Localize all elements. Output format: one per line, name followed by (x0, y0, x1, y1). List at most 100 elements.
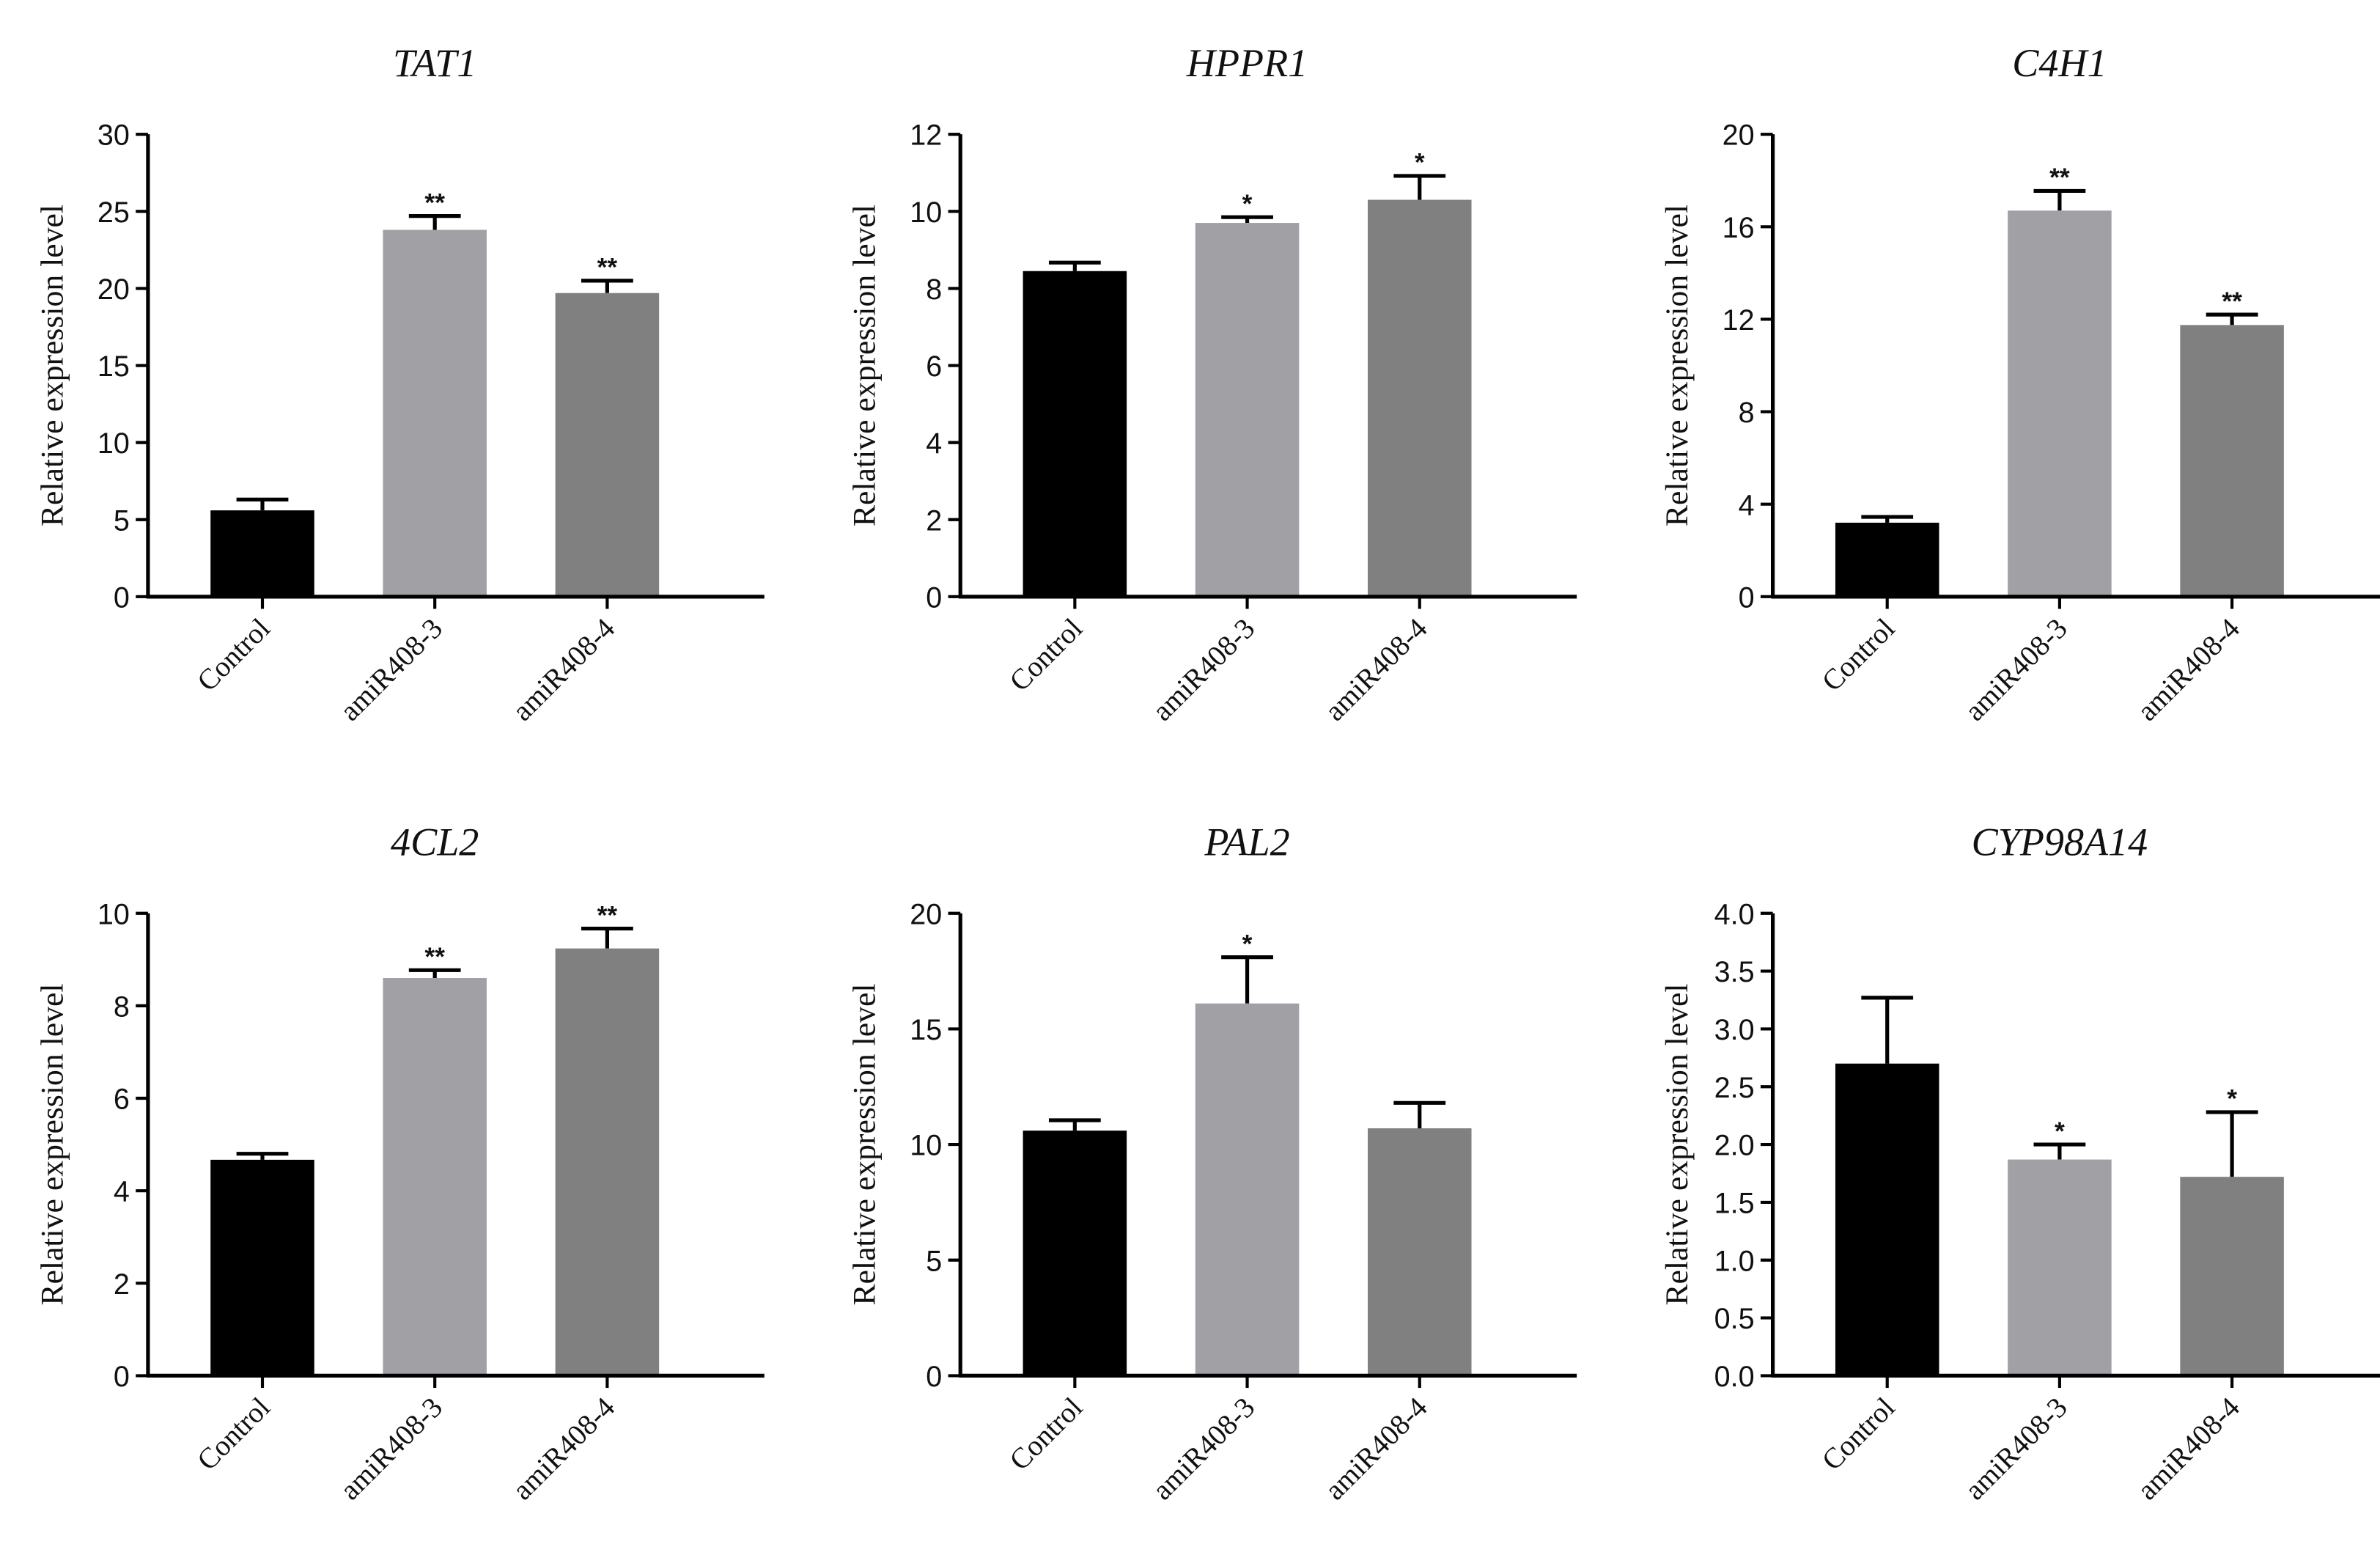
y-tick-label: 20 (1723, 120, 1755, 152)
bar-control (1023, 1131, 1127, 1376)
significance-marker: ** (2049, 163, 2070, 192)
significance-marker: * (1242, 190, 1253, 218)
significance-marker: * (2055, 1117, 2065, 1146)
significance-marker: ** (424, 188, 445, 217)
y-tick-label: 0 (114, 1361, 130, 1393)
y-tick-label: 2 (114, 1268, 130, 1301)
y-tick-label: 6 (926, 350, 942, 383)
y-tick-label: 8 (114, 990, 130, 1023)
bar-amir408-4 (555, 293, 660, 597)
significance-marker: * (2227, 1085, 2237, 1114)
y-tick-label: 0.5 (1714, 1303, 1755, 1335)
x-tick-label: Control (1003, 1391, 1089, 1477)
y-tick-label: 1.0 (1714, 1245, 1755, 1277)
chart-panel-cyp98a14: CYP98A14 Relative expression level Control… (1659, 820, 2380, 1506)
bar-amir408-4 (555, 948, 660, 1376)
x-tick-label: amiR408-4 (506, 1391, 621, 1506)
y-tick-label: 10 (97, 427, 130, 460)
y-axis-label: Relative expression level (847, 983, 883, 1305)
y-tick-label: 0 (114, 581, 130, 614)
x-tick-label: amiR408-4 (1319, 612, 1434, 727)
y-axis-label: Relative expression level (1659, 205, 1695, 526)
y-tick-label: 15 (97, 350, 130, 383)
significance-marker: * (1415, 149, 1425, 177)
bar-amir408-4 (2180, 325, 2284, 597)
y-tick-label: 15 (910, 1014, 942, 1046)
x-tick-label: amiR408-4 (506, 612, 621, 727)
bar-amir408-3 (383, 978, 487, 1376)
y-tick-label: 10 (910, 1130, 942, 1162)
chart-panel-4cl2: 4CL2 Relative expression level Control ** am… (34, 820, 765, 1506)
x-tick-label: amiR408-3 (1146, 1391, 1261, 1506)
chart-panel-tat1: TAT1 Relative expression level Control ** am… (34, 41, 765, 727)
chart-title: CYP98A14 (1972, 820, 2148, 864)
chart-panel-hppr1: HPPR1 Relative expression level Control * am… (847, 41, 1577, 727)
y-tick-label: 8 (1739, 397, 1755, 429)
chart-title: TAT1 (393, 41, 476, 85)
y-tick-label: 0 (926, 581, 942, 614)
y-axis-label: Relative expression level (34, 983, 70, 1305)
y-tick-label: 4 (114, 1176, 130, 1208)
bar-amir408-3 (1195, 223, 1300, 597)
x-tick-label: Control (1816, 1391, 1901, 1477)
x-tick-label: amiR408-4 (2131, 1391, 2246, 1506)
x-tick-label: Control (1003, 612, 1089, 698)
bar-amir408-3 (383, 229, 487, 597)
y-tick-label: 2.5 (1714, 1072, 1755, 1104)
y-tick-label: 25 (97, 196, 130, 229)
y-tick-label: 16 (1723, 212, 1755, 244)
x-tick-label: amiR408-4 (1319, 1391, 1434, 1506)
y-tick-label: 10 (97, 898, 130, 930)
y-tick-label: 4 (1739, 489, 1755, 521)
y-tick-label: 2 (926, 504, 942, 537)
bar-control (210, 1159, 314, 1376)
significance-marker: ** (2222, 287, 2242, 316)
chart-panel-c4h1: C4H1 Relative expression level Control ** am… (1659, 41, 2380, 727)
y-tick-label: 30 (97, 120, 130, 152)
bar-control (210, 510, 314, 597)
x-tick-label: amiR408-3 (1959, 612, 2074, 727)
bar-amir408-3 (2008, 210, 2112, 597)
bar-amir408-3 (1195, 1003, 1300, 1376)
y-tick-label: 0.0 (1714, 1361, 1755, 1393)
y-tick-label: 5 (926, 1245, 942, 1277)
chart-title: PAL2 (1204, 820, 1289, 864)
y-axis-label: Relative expression level (1659, 983, 1695, 1305)
x-tick-label: amiR408-3 (334, 612, 449, 727)
y-tick-label: 2.0 (1714, 1130, 1755, 1162)
y-tick-label: 4 (926, 427, 942, 460)
y-tick-label: 20 (97, 273, 130, 306)
bar-amir408-3 (2008, 1159, 2112, 1376)
significance-marker: ** (424, 943, 445, 971)
bar-amir408-4 (2180, 1177, 2284, 1376)
chart-title: 4CL2 (391, 820, 479, 864)
x-tick-label: amiR408-3 (1146, 612, 1261, 727)
significance-marker: * (1242, 930, 1253, 958)
x-tick-label: amiR408-3 (334, 1391, 449, 1506)
bar-control (1835, 522, 1939, 597)
y-tick-label: 8 (926, 273, 942, 306)
y-tick-label: 4.0 (1714, 898, 1755, 930)
x-tick-label: Control (1816, 612, 1901, 698)
y-tick-label: 3.5 (1714, 956, 1755, 988)
bar-control (1023, 271, 1127, 597)
y-tick-label: 1.5 (1714, 1187, 1755, 1219)
y-tick-label: 12 (1723, 304, 1755, 337)
y-tick-label: 3.0 (1714, 1014, 1755, 1046)
chart-title: C4H1 (2012, 41, 2107, 85)
y-axis-label: Relative expression level (847, 205, 883, 526)
y-tick-label: 5 (114, 504, 130, 537)
significance-marker: ** (597, 901, 618, 930)
x-tick-label: amiR408-4 (2131, 612, 2246, 727)
y-tick-label: 20 (910, 898, 942, 930)
y-tick-label: 10 (910, 196, 942, 229)
y-tick-label: 0 (1739, 581, 1755, 614)
chart-panel-pal2: PAL2 Relative expression level Control * ami… (847, 820, 1577, 1506)
bar-control (1835, 1063, 1939, 1376)
x-tick-label: amiR408-3 (1959, 1391, 2074, 1506)
chart-title: HPPR1 (1186, 41, 1308, 85)
y-axis-label: Relative expression level (34, 205, 70, 526)
y-tick-label: 0 (926, 1361, 942, 1393)
x-tick-label: Control (191, 1391, 276, 1477)
